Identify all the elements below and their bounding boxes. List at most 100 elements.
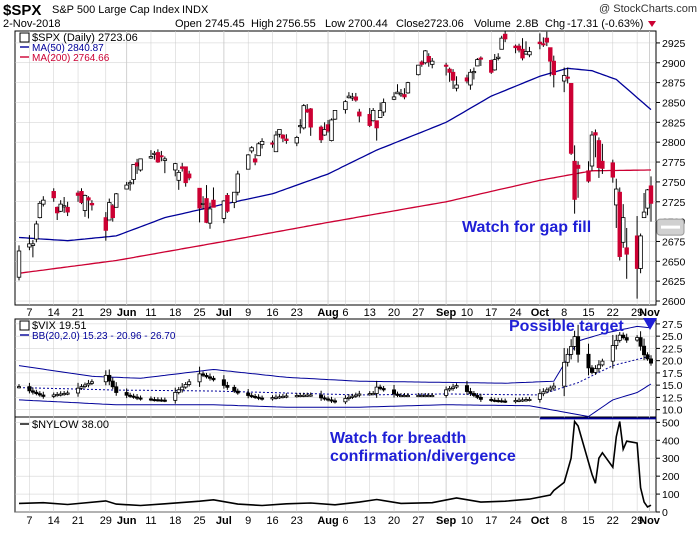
vix-candle-body bbox=[551, 385, 556, 389]
vix-candle-body bbox=[374, 386, 379, 394]
spx-candle-body bbox=[346, 95, 352, 99]
spx-candle-body bbox=[82, 194, 88, 211]
x-tick-label: 9 bbox=[245, 307, 251, 319]
vix-candle-body bbox=[131, 395, 136, 398]
spx-candle-body bbox=[51, 191, 56, 199]
x-axis-top: 7 14 21 29 Jun 11 18 25 Jul 9 16 23 Aug 6 13 20 27 Sep 10 1… bbox=[26, 307, 660, 319]
spx-candle-body bbox=[159, 155, 164, 158]
spx-candle-body bbox=[232, 191, 237, 203]
y-tick-label: 2675 bbox=[662, 236, 686, 248]
spx-candle-body bbox=[235, 173, 240, 193]
spx-candle-body bbox=[516, 45, 522, 51]
vix-candle-body bbox=[464, 385, 469, 392]
y-tick-label: 27.5 bbox=[662, 319, 683, 331]
vix-candle-body bbox=[294, 395, 299, 398]
vix-candle-body bbox=[381, 388, 386, 391]
vix-candle-body bbox=[211, 377, 216, 381]
spx-candle-body bbox=[27, 243, 32, 248]
vix-candle-body bbox=[152, 399, 157, 402]
y-tick-label: 22.5 bbox=[662, 343, 683, 355]
spx-candle-body bbox=[325, 124, 331, 132]
vix-candle-body bbox=[298, 394, 303, 397]
spx-candle-body bbox=[586, 170, 591, 182]
vix-candle-body bbox=[576, 336, 581, 355]
spx-candle-body bbox=[471, 71, 477, 74]
y-tick-label: 200 bbox=[662, 471, 680, 483]
spx-candle-body bbox=[305, 109, 310, 113]
x-tick-label: 14 bbox=[48, 307, 60, 319]
spx-candle-body bbox=[520, 48, 525, 59]
vix-candle-body bbox=[221, 379, 226, 386]
spx-candle-body bbox=[589, 134, 595, 167]
spx-candle-body bbox=[350, 96, 355, 99]
vix-candle-body bbox=[76, 387, 81, 394]
spx-candle-body bbox=[624, 247, 629, 255]
spx-candle-body bbox=[89, 202, 95, 206]
spx-candle-body bbox=[513, 45, 518, 49]
vix-candle-body bbox=[492, 399, 497, 402]
vix-candle-body bbox=[159, 399, 164, 402]
spx-candle-body bbox=[37, 202, 43, 219]
x-axis-bottom: 7 14 21 29 Jun 11 18 25 Jul 9 16 23 Aug 6 13 20 27 Sep 10 1… bbox=[26, 515, 660, 527]
spx-candle-body bbox=[621, 217, 626, 243]
spx-candle-body bbox=[527, 51, 532, 56]
vix-candle-body bbox=[148, 398, 153, 401]
y-tick-label: 100 bbox=[662, 489, 680, 501]
x-tick-label: Jun bbox=[117, 307, 137, 319]
y-tick-label: 2925 bbox=[662, 38, 686, 50]
high-value: 2756.55 bbox=[276, 18, 316, 30]
vix-candle-body bbox=[565, 353, 570, 363]
spx-candle-body bbox=[34, 223, 39, 240]
x-tick-label: 27 bbox=[412, 307, 424, 319]
bb-lower-band bbox=[18, 383, 652, 418]
spx-candle-body bbox=[75, 192, 81, 196]
vix-candle-body bbox=[454, 385, 459, 388]
spx-candle-body bbox=[173, 163, 178, 171]
spx-candle-body bbox=[86, 197, 91, 201]
vix-candle-body bbox=[447, 388, 452, 391]
vix-candle-body bbox=[27, 386, 32, 392]
spx-candle-body bbox=[127, 182, 133, 185]
spx-y-axis: 2925290028752850282528002775275027252700… bbox=[656, 38, 686, 308]
spx-candle-body bbox=[548, 47, 553, 62]
x-tick-label: 25 bbox=[193, 515, 205, 527]
spx-panel-frame bbox=[14, 30, 657, 306]
spx-candle-body bbox=[103, 217, 109, 231]
spx-candle-body bbox=[343, 101, 348, 111]
vix-candle-body bbox=[305, 394, 310, 397]
vix-candle-body bbox=[544, 389, 549, 393]
spx-candle-body bbox=[468, 71, 473, 86]
y-tick-label: 2800 bbox=[662, 137, 686, 149]
vix-candle-body bbox=[322, 397, 327, 400]
bb-middle-band bbox=[18, 355, 652, 396]
vix-candle-body bbox=[600, 360, 605, 366]
vix-candle-body bbox=[319, 394, 324, 399]
vix-candle-body bbox=[614, 339, 619, 346]
ma50-line bbox=[18, 67, 652, 242]
vix-candle-body bbox=[586, 353, 591, 369]
y-tick-label: 2900 bbox=[662, 58, 686, 70]
spx-candle-body bbox=[447, 68, 452, 73]
y-tick-label: 2625 bbox=[662, 276, 686, 288]
possible-target-annotation: Possible target bbox=[509, 318, 624, 335]
vix-candle-body bbox=[173, 392, 178, 401]
spx-candle-body bbox=[61, 205, 67, 208]
spx-candle-body bbox=[377, 110, 383, 118]
vix-candle-body bbox=[37, 393, 42, 396]
vix-candle-body bbox=[197, 373, 202, 383]
spx-candle-body bbox=[551, 60, 556, 76]
ma200-legend: MA(200) 2764.66 bbox=[32, 53, 110, 64]
high-label: High bbox=[251, 18, 274, 30]
spx-candle-body bbox=[41, 199, 46, 205]
vix-candle-body bbox=[562, 361, 567, 387]
x-tick-label: Sep bbox=[436, 515, 456, 527]
spx-candle-body bbox=[496, 56, 501, 59]
vix-candle-body bbox=[503, 400, 508, 403]
spx-candles bbox=[16, 31, 654, 299]
vix-candle-body bbox=[596, 364, 601, 370]
spx-candle-body bbox=[155, 152, 161, 163]
spx-candle-body bbox=[641, 211, 647, 219]
spx-candle-body bbox=[416, 64, 421, 76]
spx-candle-body bbox=[610, 162, 616, 178]
vix-candle-body bbox=[423, 395, 428, 398]
